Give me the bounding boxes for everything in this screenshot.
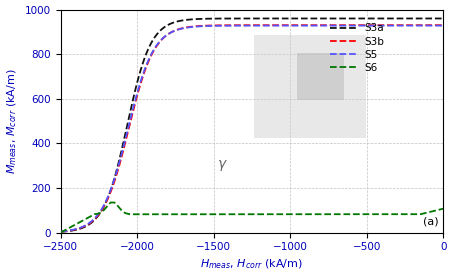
- FancyBboxPatch shape: [253, 35, 365, 138]
- X-axis label: $H_{meas}$, $H_{corr}$ (kA/m): $H_{meas}$, $H_{corr}$ (kA/m): [200, 258, 303, 271]
- Text: (a): (a): [422, 217, 437, 227]
- Legend: S3a, S3b, S5, S6: S3a, S3b, S5, S6: [325, 19, 387, 77]
- Y-axis label: $M_{meas}$, $M_{corr}$ (kA/m): $M_{meas}$, $M_{corr}$ (kA/m): [5, 68, 19, 174]
- FancyBboxPatch shape: [296, 53, 344, 100]
- Text: γ: γ: [218, 157, 226, 171]
